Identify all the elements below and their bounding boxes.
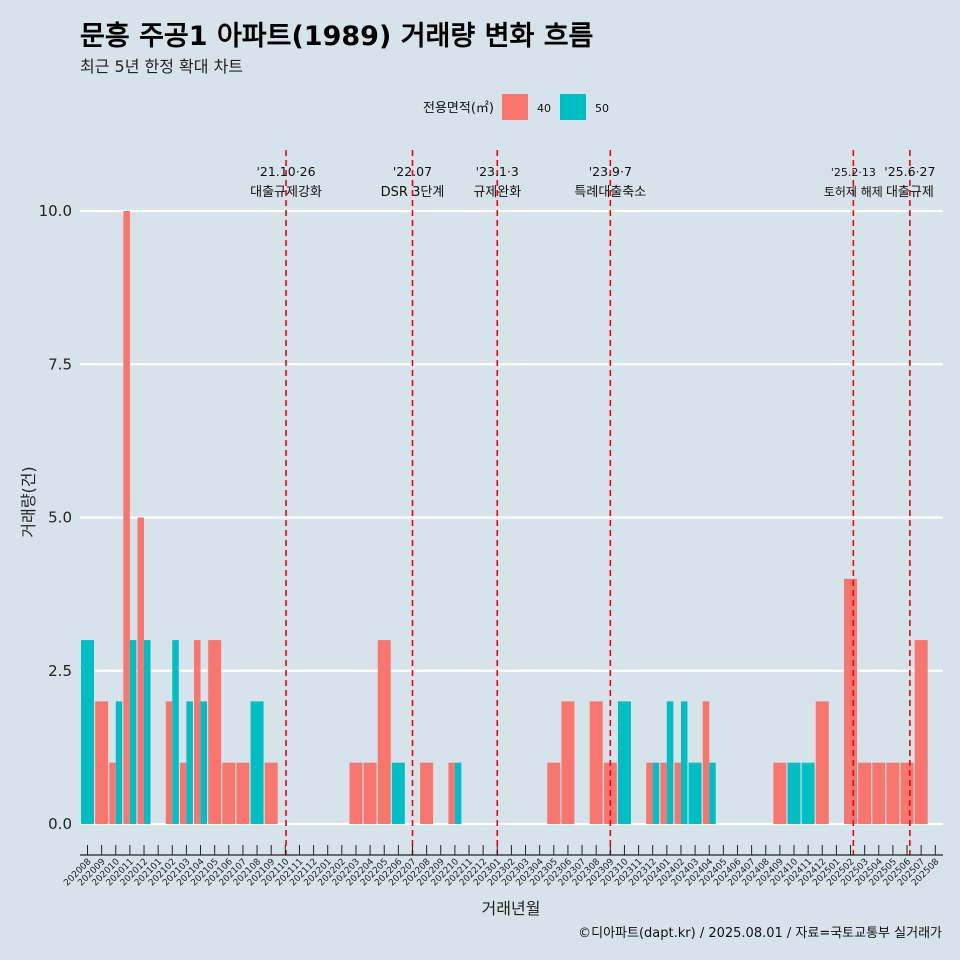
bar-40-202205: [377, 640, 391, 824]
event-date-label: '22.07: [393, 164, 432, 179]
legend-swatch-50: [560, 94, 586, 120]
bar-40-202402: [674, 762, 681, 824]
bar-50-202310: [617, 701, 631, 824]
event-label: 특례대출축소: [574, 185, 646, 200]
bar-40-202210: [448, 762, 455, 824]
bar-50-202108: [250, 701, 264, 824]
bar-40-202105: [208, 640, 222, 824]
chart-title: 문흥 주공1 아파트(1989) 거래량 변화 흐름: [80, 21, 594, 52]
bar-40-202104: [194, 640, 201, 824]
bar-40-202107: [236, 762, 250, 824]
event-date-label: '21.10·26: [256, 164, 315, 179]
event-label: 대출규제: [886, 185, 934, 200]
bar-40-202012: [137, 517, 145, 824]
bar-50-202401: [666, 701, 674, 824]
chart-subtitle: 최근 5년 한정 확대 차트: [80, 57, 244, 76]
bar-50-202103: [186, 701, 193, 824]
bar-40-202208: [420, 762, 434, 824]
bar-50-202312: [652, 762, 660, 824]
bar-40-202204: [363, 762, 377, 824]
legend-swatch-40: [502, 94, 528, 120]
bar-40-202308: [589, 701, 603, 824]
y-tick-label: 10.0: [39, 202, 72, 220]
event-label: 토허제 해제: [824, 185, 883, 199]
bar-40-202505: [886, 762, 900, 824]
bar-40-202011: [123, 211, 130, 824]
bar-50-202012: [144, 640, 151, 824]
legend-title: 전용면적(㎡): [423, 101, 494, 116]
y-axis-title: 거래량(건): [19, 466, 38, 537]
bar-40-202504: [872, 762, 886, 824]
bar-40-202412: [815, 701, 829, 824]
bar-40-202312: [646, 762, 653, 824]
chart-caption: ©디아파트(dapt.kr) / 2025.08.01 / 자료=국토교통부 실…: [578, 926, 942, 941]
bar-50-202010: [115, 701, 123, 824]
bar-40-202401: [660, 762, 667, 824]
bar-40-202102: [165, 701, 173, 824]
event-label: 대출규제강화: [250, 185, 322, 200]
bar-40-202506: [900, 762, 914, 824]
y-tick-label: 2.5: [48, 662, 72, 680]
bar-50-202210: [454, 762, 462, 824]
bar-40-202010: [109, 762, 116, 824]
y-tick-label: 0.0: [48, 815, 72, 833]
bar-40-202502: [844, 578, 858, 824]
bar-40-202203: [349, 762, 363, 824]
bar-50-202404: [709, 762, 716, 824]
bar-40-202409: [773, 762, 787, 824]
y-tick-label: 7.5: [48, 355, 72, 373]
bar-40-202306: [561, 701, 575, 824]
event-date-label: '25.2·13: [831, 166, 876, 179]
legend-label-50: 50: [595, 102, 609, 115]
bar-40-202109: [264, 762, 278, 824]
bar-50-202102: [172, 640, 179, 824]
bar-50-202104: [200, 701, 208, 824]
bar-50-202410: [787, 762, 801, 824]
bar-50-202206: [391, 762, 405, 824]
bar-50-202008: [81, 640, 94, 824]
bar-50-202403: [688, 762, 702, 824]
bar-40-202305: [547, 762, 561, 824]
y-tick-label: 5.0: [48, 509, 72, 527]
bar-40-202103: [179, 762, 187, 824]
bar-50-202402: [680, 701, 688, 824]
legend-label-40: 40: [537, 102, 551, 115]
event-label: DSR 3단계: [381, 185, 445, 200]
bar-40-202503: [858, 762, 872, 824]
bar-40-202507: [914, 640, 928, 824]
bar-40-202404: [702, 701, 710, 824]
bar-50-202011: [129, 640, 137, 824]
x-axis-title: 거래년월: [482, 899, 541, 918]
event-label: 규제완화: [473, 185, 521, 200]
event-date-label: '23.9·7: [589, 164, 632, 179]
bar-50-202411: [801, 762, 815, 824]
bar-40-202106: [222, 762, 236, 824]
bar-40-202009: [95, 701, 109, 824]
event-date-label: '25.6·27: [884, 164, 935, 179]
event-date-label: '23.1·3: [476, 164, 519, 179]
